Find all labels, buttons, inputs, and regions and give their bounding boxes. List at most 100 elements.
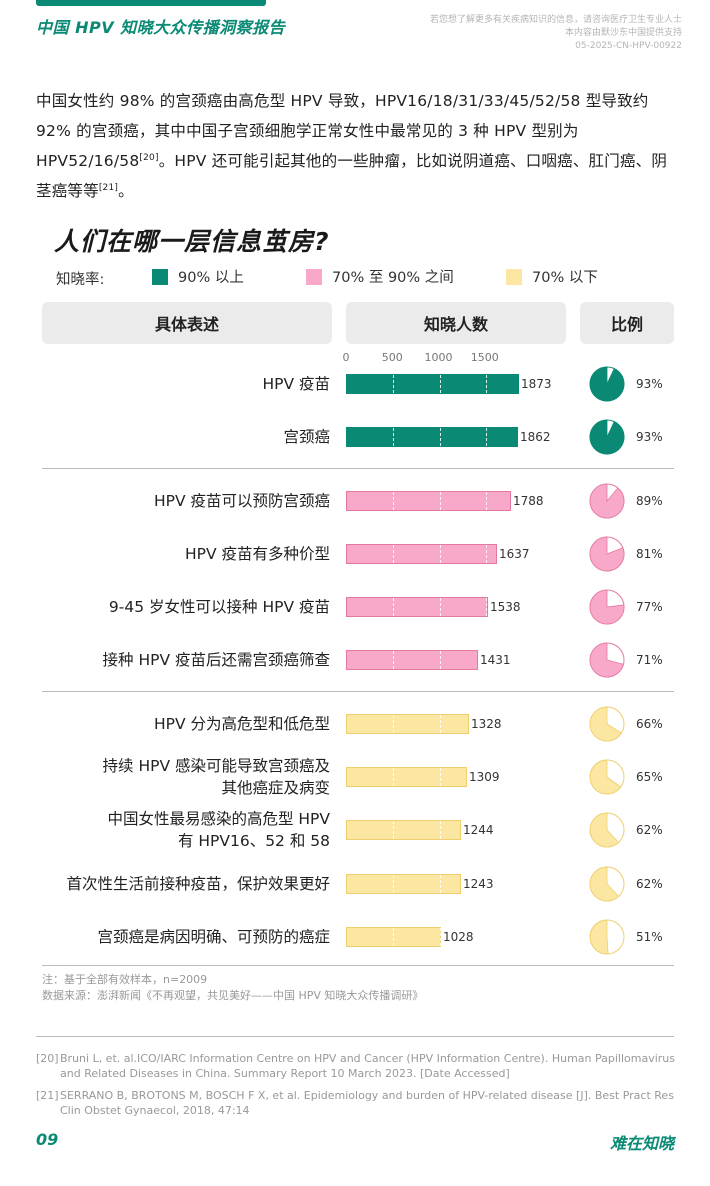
ratio-percent-label: 62% bbox=[636, 877, 663, 891]
bar-value-label: 1244 bbox=[463, 823, 494, 837]
group-divider bbox=[42, 468, 674, 469]
bar-gridline bbox=[393, 651, 395, 669]
bar-value-label: 1873 bbox=[521, 377, 552, 391]
references-divider bbox=[36, 1036, 674, 1037]
reference-20: [20] Bruni L, et. al.ICO/IARC Informatio… bbox=[36, 1051, 678, 1081]
bar-value-label: 1637 bbox=[499, 547, 530, 561]
x-axis-tick-label: 0 bbox=[342, 351, 350, 364]
awareness-bar bbox=[346, 427, 518, 447]
top-accent-bar bbox=[36, 0, 266, 6]
legend-item-label: 70% 以下 bbox=[532, 270, 598, 286]
sample-note: 注：基于全部有效样本，n=2009 bbox=[42, 973, 208, 986]
citation-21[interactable]: [21] bbox=[98, 182, 119, 193]
reference-number: [20] bbox=[36, 1052, 59, 1065]
awareness-bar bbox=[346, 767, 467, 787]
legend-swatch bbox=[506, 268, 522, 285]
section-brand: 难在知晓 bbox=[609, 1134, 674, 1153]
bar-gridline bbox=[393, 928, 395, 946]
reference-21: [21] SERRANO B, BROTONS M, BOSCH F X, et… bbox=[36, 1088, 678, 1118]
awareness-bar bbox=[346, 650, 478, 670]
ratio-percent-label: 77% bbox=[636, 600, 663, 614]
reference-text: SERRANO B, BROTONS M, BOSCH F X, et al. … bbox=[60, 1089, 674, 1117]
pie-slice bbox=[589, 483, 625, 519]
bar-gridline bbox=[393, 545, 395, 563]
ratio-percent-label: 51% bbox=[636, 930, 663, 944]
bar-gridline bbox=[439, 545, 441, 563]
x-axis-tick-label: 500 bbox=[381, 351, 403, 364]
pie-slice bbox=[589, 642, 624, 678]
ratio-percent-label: 65% bbox=[636, 770, 663, 784]
ratio-pie bbox=[589, 536, 625, 572]
pie-slice bbox=[589, 366, 625, 402]
ratio-pie bbox=[589, 919, 625, 955]
header-desc: 具体表述 bbox=[42, 302, 332, 344]
report-title: 中国 HPV 知晓大众传播洞察报告 bbox=[36, 18, 286, 37]
row-label: HPV 疫苗有多种价型 bbox=[184, 545, 330, 563]
bar-value-label: 1538 bbox=[490, 600, 521, 614]
row-label: HPV 疫苗可以预防宫颈癌 bbox=[153, 492, 330, 510]
ratio-pie bbox=[589, 706, 625, 742]
intro-paragraph: 中国女性约 98% 的宫颈癌由高危型 HPV 导致，HPV16/18/31/33… bbox=[36, 86, 676, 206]
x-axis-tick-label: 1000 bbox=[424, 351, 453, 364]
row-label: 首次性生活前接种疫苗，保护效果更好 bbox=[66, 875, 330, 893]
citation-20[interactable]: [20] bbox=[139, 152, 159, 163]
awareness-bar bbox=[346, 374, 519, 394]
disclaimer-code: 05-2025-CN-HPV-00922 bbox=[575, 41, 682, 51]
pie-slice bbox=[589, 812, 620, 848]
bar-gridline bbox=[393, 875, 395, 893]
disclaimer-line: 本内容由默沙东中国提供支持 bbox=[564, 28, 682, 38]
row-label: 接种 HPV 疫苗后还需宫颈癌筛查 bbox=[102, 651, 330, 669]
bar-gridline bbox=[485, 545, 487, 563]
header-count: 知晓人数 bbox=[346, 302, 566, 344]
row-label: 持续 HPV 感染可能导致宫颈癌及 其他癌症及病变 bbox=[102, 757, 330, 797]
bar-value-label: 1862 bbox=[520, 430, 551, 444]
data-source: 数据来源：澎湃新闻《不再观望，共见美好——中国 HPV 知晓大众传播调研》 bbox=[42, 989, 424, 1002]
ratio-percent-label: 71% bbox=[636, 653, 663, 667]
pie-slice bbox=[589, 866, 620, 902]
intro-text: 。HPV 还可能引起其他的一些肿瘤，比如说阴道癌、口咽癌、肛门癌、阴茎癌等等 bbox=[36, 152, 668, 200]
legend-swatch bbox=[306, 268, 322, 285]
legend-item-low: 70% 以下 bbox=[506, 266, 598, 287]
awareness-bar bbox=[346, 874, 461, 894]
bar-gridline bbox=[393, 821, 395, 839]
group-divider bbox=[42, 691, 674, 692]
bar-gridline bbox=[393, 768, 395, 786]
ratio-pie bbox=[589, 589, 625, 625]
pie-slice bbox=[589, 589, 625, 625]
ratio-pie bbox=[589, 642, 625, 678]
pie-slice bbox=[589, 536, 625, 572]
ratio-percent-label: 93% bbox=[636, 377, 663, 391]
bar-gridline bbox=[393, 715, 395, 733]
legend-item-label: 90% 以上 bbox=[178, 270, 244, 286]
reference-number: [21] bbox=[36, 1089, 59, 1102]
pie-slice bbox=[589, 919, 609, 955]
row-label: HPV 疫苗 bbox=[262, 375, 330, 393]
bar-gridline bbox=[439, 492, 441, 510]
legend: 知晓率: 90% 以上 70% 至 90% 之间 70% 以下 bbox=[56, 266, 656, 288]
bar-value-label: 1243 bbox=[463, 877, 494, 891]
legend-item-label: 70% 至 90% 之间 bbox=[332, 270, 454, 286]
row-label: 9-45 岁女性可以接种 HPV 疫苗 bbox=[108, 598, 330, 616]
bar-gridline bbox=[439, 375, 441, 393]
legend-item-mid: 70% 至 90% 之间 bbox=[306, 266, 454, 287]
awareness-bar bbox=[346, 597, 488, 617]
pie-slice bbox=[589, 419, 625, 455]
awareness-bar bbox=[346, 927, 441, 947]
bar-gridline bbox=[393, 492, 395, 510]
pie-slice bbox=[589, 706, 622, 742]
disclaimer: 若您想了解更多有关疾病知识的信息，请咨询医疗卫生专业人士 本内容由默沙东中国提供… bbox=[430, 14, 682, 53]
page-number: 09 bbox=[36, 1130, 59, 1149]
bar-gridline bbox=[485, 492, 487, 510]
reference-text: Bruni L, et. al.ICO/IARC Information Cen… bbox=[60, 1052, 676, 1080]
bar-gridline bbox=[485, 598, 487, 616]
ratio-pie bbox=[589, 366, 625, 402]
bar-gridline bbox=[393, 375, 395, 393]
ratio-pie bbox=[589, 483, 625, 519]
bar-gridline bbox=[439, 928, 441, 946]
awareness-bar bbox=[346, 820, 461, 840]
bar-gridline bbox=[439, 821, 441, 839]
bar-value-label: 1431 bbox=[480, 653, 511, 667]
awareness-bar bbox=[346, 491, 511, 511]
awareness-bar bbox=[346, 714, 469, 734]
bar-value-label: 1788 bbox=[513, 494, 544, 508]
